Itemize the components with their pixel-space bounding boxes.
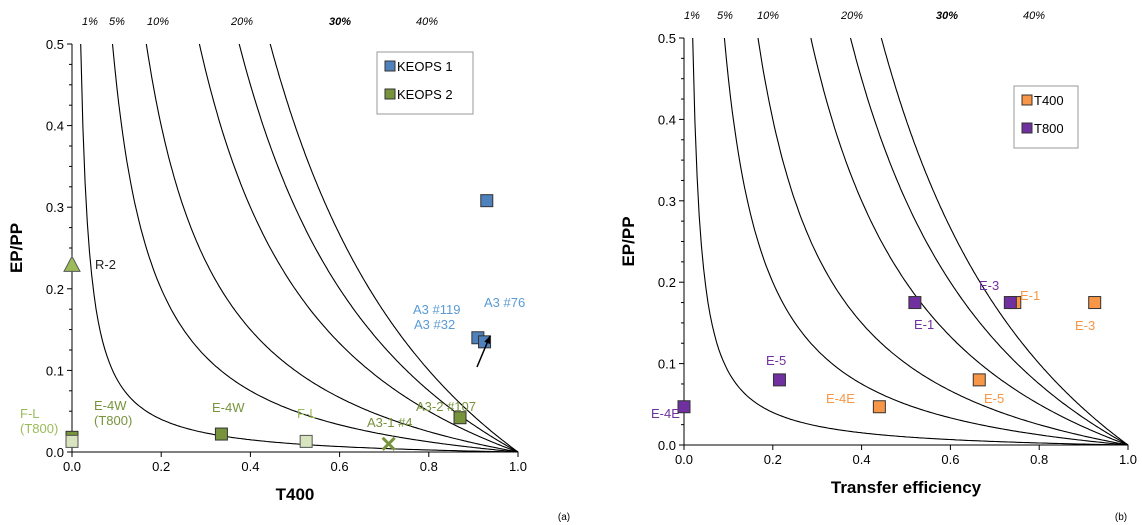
legend-swatch (384, 88, 396, 100)
contour-curve-1% (80, 43, 518, 453)
data-label: E-3 (1075, 318, 1095, 333)
panel-caption-a: (a) (558, 512, 570, 523)
data-point-t400 (972, 373, 986, 387)
x-axis-title: Transfer efficiency (831, 478, 982, 497)
data-label: A3 #32 (414, 317, 455, 332)
y-tick-label: 0.4 (46, 119, 64, 134)
x-tick-label: 0.8 (1030, 452, 1048, 467)
data-label: A3-1 #4 (367, 415, 413, 430)
contour-label: 10% (147, 16, 169, 28)
data-label: E-4E (651, 406, 680, 421)
data-point-keops-2 (453, 411, 467, 425)
data-label: F-L (T800) (20, 406, 58, 436)
contour-curve-5% (111, 43, 519, 453)
y-tick-label: 0.3 (658, 194, 676, 209)
contour-curve-10% (145, 43, 519, 453)
data-point-triangle (63, 255, 81, 272)
data-point-t800 (1003, 296, 1017, 310)
contour-label: 30% (329, 16, 351, 28)
contour-curve-5% (723, 37, 1129, 446)
x-tick-label: 0.6 (941, 452, 959, 467)
x-tick-label: 0.4 (241, 459, 259, 474)
y-tick-label: 0.1 (46, 363, 64, 378)
y-tick-label: 0.5 (658, 31, 676, 46)
x-tick-label: 1.0 (1119, 452, 1137, 467)
data-point-keops-1 (480, 194, 494, 208)
data-label: A3-2 #107 (416, 399, 476, 414)
data-label: R-2 (95, 257, 116, 272)
x-tick-label: 0.2 (152, 459, 170, 474)
contour-label: 5% (109, 16, 125, 28)
contour-curve-1% (692, 37, 1128, 446)
contour-curve-30% (238, 43, 519, 453)
contour-label: 40% (1023, 10, 1045, 22)
data-point-t400 (1088, 296, 1102, 310)
x-tick-label: 0.0 (675, 452, 693, 467)
data-point-keops-2 (214, 427, 228, 441)
data-label: A3 #76 (484, 295, 525, 310)
y-tick-label: 0.2 (46, 282, 64, 297)
x-tick-label: 0.6 (331, 459, 349, 474)
chart-panel-a: 1% 5% 10% 20% 30% 40% 0.0 0.2 0.4 0.6 0.8 1.0 0.0 0.1… (7, 16, 527, 504)
x-tick-label: 0.2 (764, 452, 782, 467)
y-tick-label: 0.3 (46, 200, 64, 215)
legend-label: T400 (1034, 93, 1064, 108)
contour-label: 10% (757, 10, 779, 22)
data-label: E-1 (914, 317, 934, 332)
y-tick-label: 0.2 (658, 275, 676, 290)
legend-swatch (1021, 122, 1033, 134)
x-tick-label: 0.0 (63, 459, 81, 474)
x-axis-title: T400 (276, 485, 315, 504)
x-tick-label: 0.4 (853, 452, 871, 467)
y-tick-label: 0.0 (46, 445, 64, 460)
contour-label: 40% (416, 16, 438, 28)
data-label: F-L (297, 406, 317, 421)
data-label: E-5 (984, 391, 1004, 406)
y-axis-title: EP/PP (619, 216, 638, 266)
x-tick-label: 0.8 (420, 459, 438, 474)
contour-curve-30% (849, 37, 1129, 446)
data-point-t800 (908, 296, 922, 310)
data-point-t800 (677, 400, 691, 414)
y-axis-title: EP/PP (7, 223, 26, 273)
data-label: E-4W (212, 400, 245, 415)
y-tick-label: 0.5 (46, 37, 64, 52)
data-point-square (299, 434, 313, 448)
contour-curve-20% (198, 43, 519, 453)
legend-label: KEOPS 1 (397, 59, 453, 74)
data-point-t800 (772, 373, 786, 387)
data-point-square (65, 434, 79, 448)
contour-curve-10% (757, 37, 1129, 446)
contour-label: 1% (684, 10, 700, 22)
y-tick-label: 0.0 (658, 438, 676, 453)
y-tick-label: 0.1 (658, 357, 676, 372)
data-point-x-marker (381, 436, 396, 451)
contour-label: 20% (230, 16, 253, 28)
contour-label: 1% (82, 16, 98, 28)
legend-swatch (1021, 94, 1033, 106)
chart-panel-b: 1% 5% 10% 20% 30% 40% 0.0 0.2 0.4 0.6 0.8 1.0 0.0 0.1… (619, 10, 1137, 497)
contour-label: 30% (936, 10, 958, 22)
y-tick-label: 0.4 (658, 112, 676, 127)
contour-curve-40% (269, 43, 519, 453)
data-label: E-1 (1020, 288, 1040, 303)
data-label: E-4E (826, 391, 855, 406)
data-label: A3 #119 (413, 302, 460, 317)
data-label: E-5 (766, 353, 786, 368)
x-tick-label: 1.0 (509, 459, 527, 474)
legend-swatch (384, 60, 396, 72)
panel-caption-b: (b) (1115, 512, 1127, 523)
contour-label: 20% (840, 10, 863, 22)
annotation-arrowhead (484, 336, 491, 344)
data-label: E-3 (979, 278, 999, 293)
contour-label: 5% (717, 10, 733, 22)
legend-label: T800 (1034, 121, 1064, 136)
data-point-t400 (872, 400, 886, 414)
contour-curve-40% (880, 37, 1129, 446)
legend-label: KEOPS 2 (397, 87, 453, 102)
contour-curve-20% (810, 37, 1129, 446)
data-label: E-4W (T800) (94, 398, 132, 428)
